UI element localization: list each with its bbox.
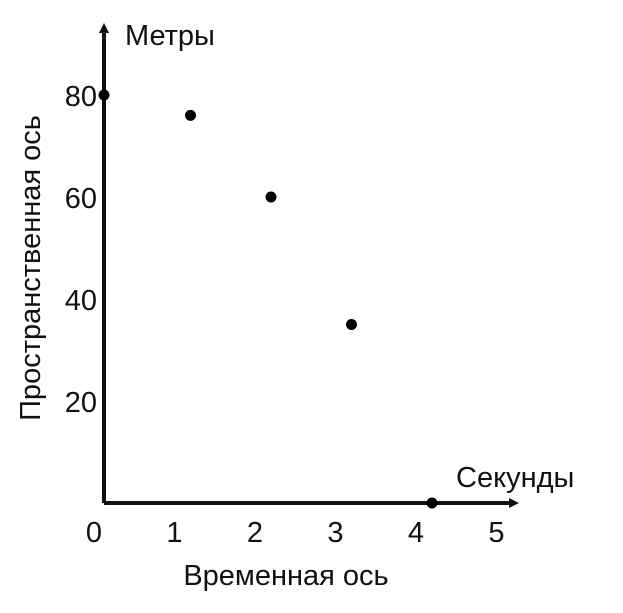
x-axis-title: Временная ось (183, 560, 388, 592)
y-tick-label: 40 (65, 285, 97, 317)
data-point (426, 497, 438, 509)
x-tick-label: 4 (408, 517, 424, 549)
data-point (265, 191, 277, 203)
x-tick-label: 3 (327, 517, 343, 549)
x-axis-unit-label: Секунды (456, 462, 574, 494)
data-points (98, 89, 438, 509)
y-axis-title: Пространственная ось (15, 115, 47, 421)
y-axis-unit-label: Метры (125, 20, 215, 52)
y-tick-label: 60 (65, 183, 97, 215)
x-tick-label: 1 (166, 517, 182, 549)
y-tick-label: 80 (65, 81, 97, 113)
x-tick-labels: 0 1 2 3 4 5 (86, 517, 505, 549)
data-point (98, 89, 110, 101)
x-tick-label: 2 (247, 517, 263, 549)
data-point (185, 109, 196, 121)
data-point (346, 319, 357, 330)
y-tick-label: 20 (65, 387, 97, 419)
x-tick-label: 5 (488, 517, 504, 549)
x-tick-label: 0 (86, 517, 102, 549)
y-tick-labels: 20 40 60 80 (65, 81, 97, 419)
